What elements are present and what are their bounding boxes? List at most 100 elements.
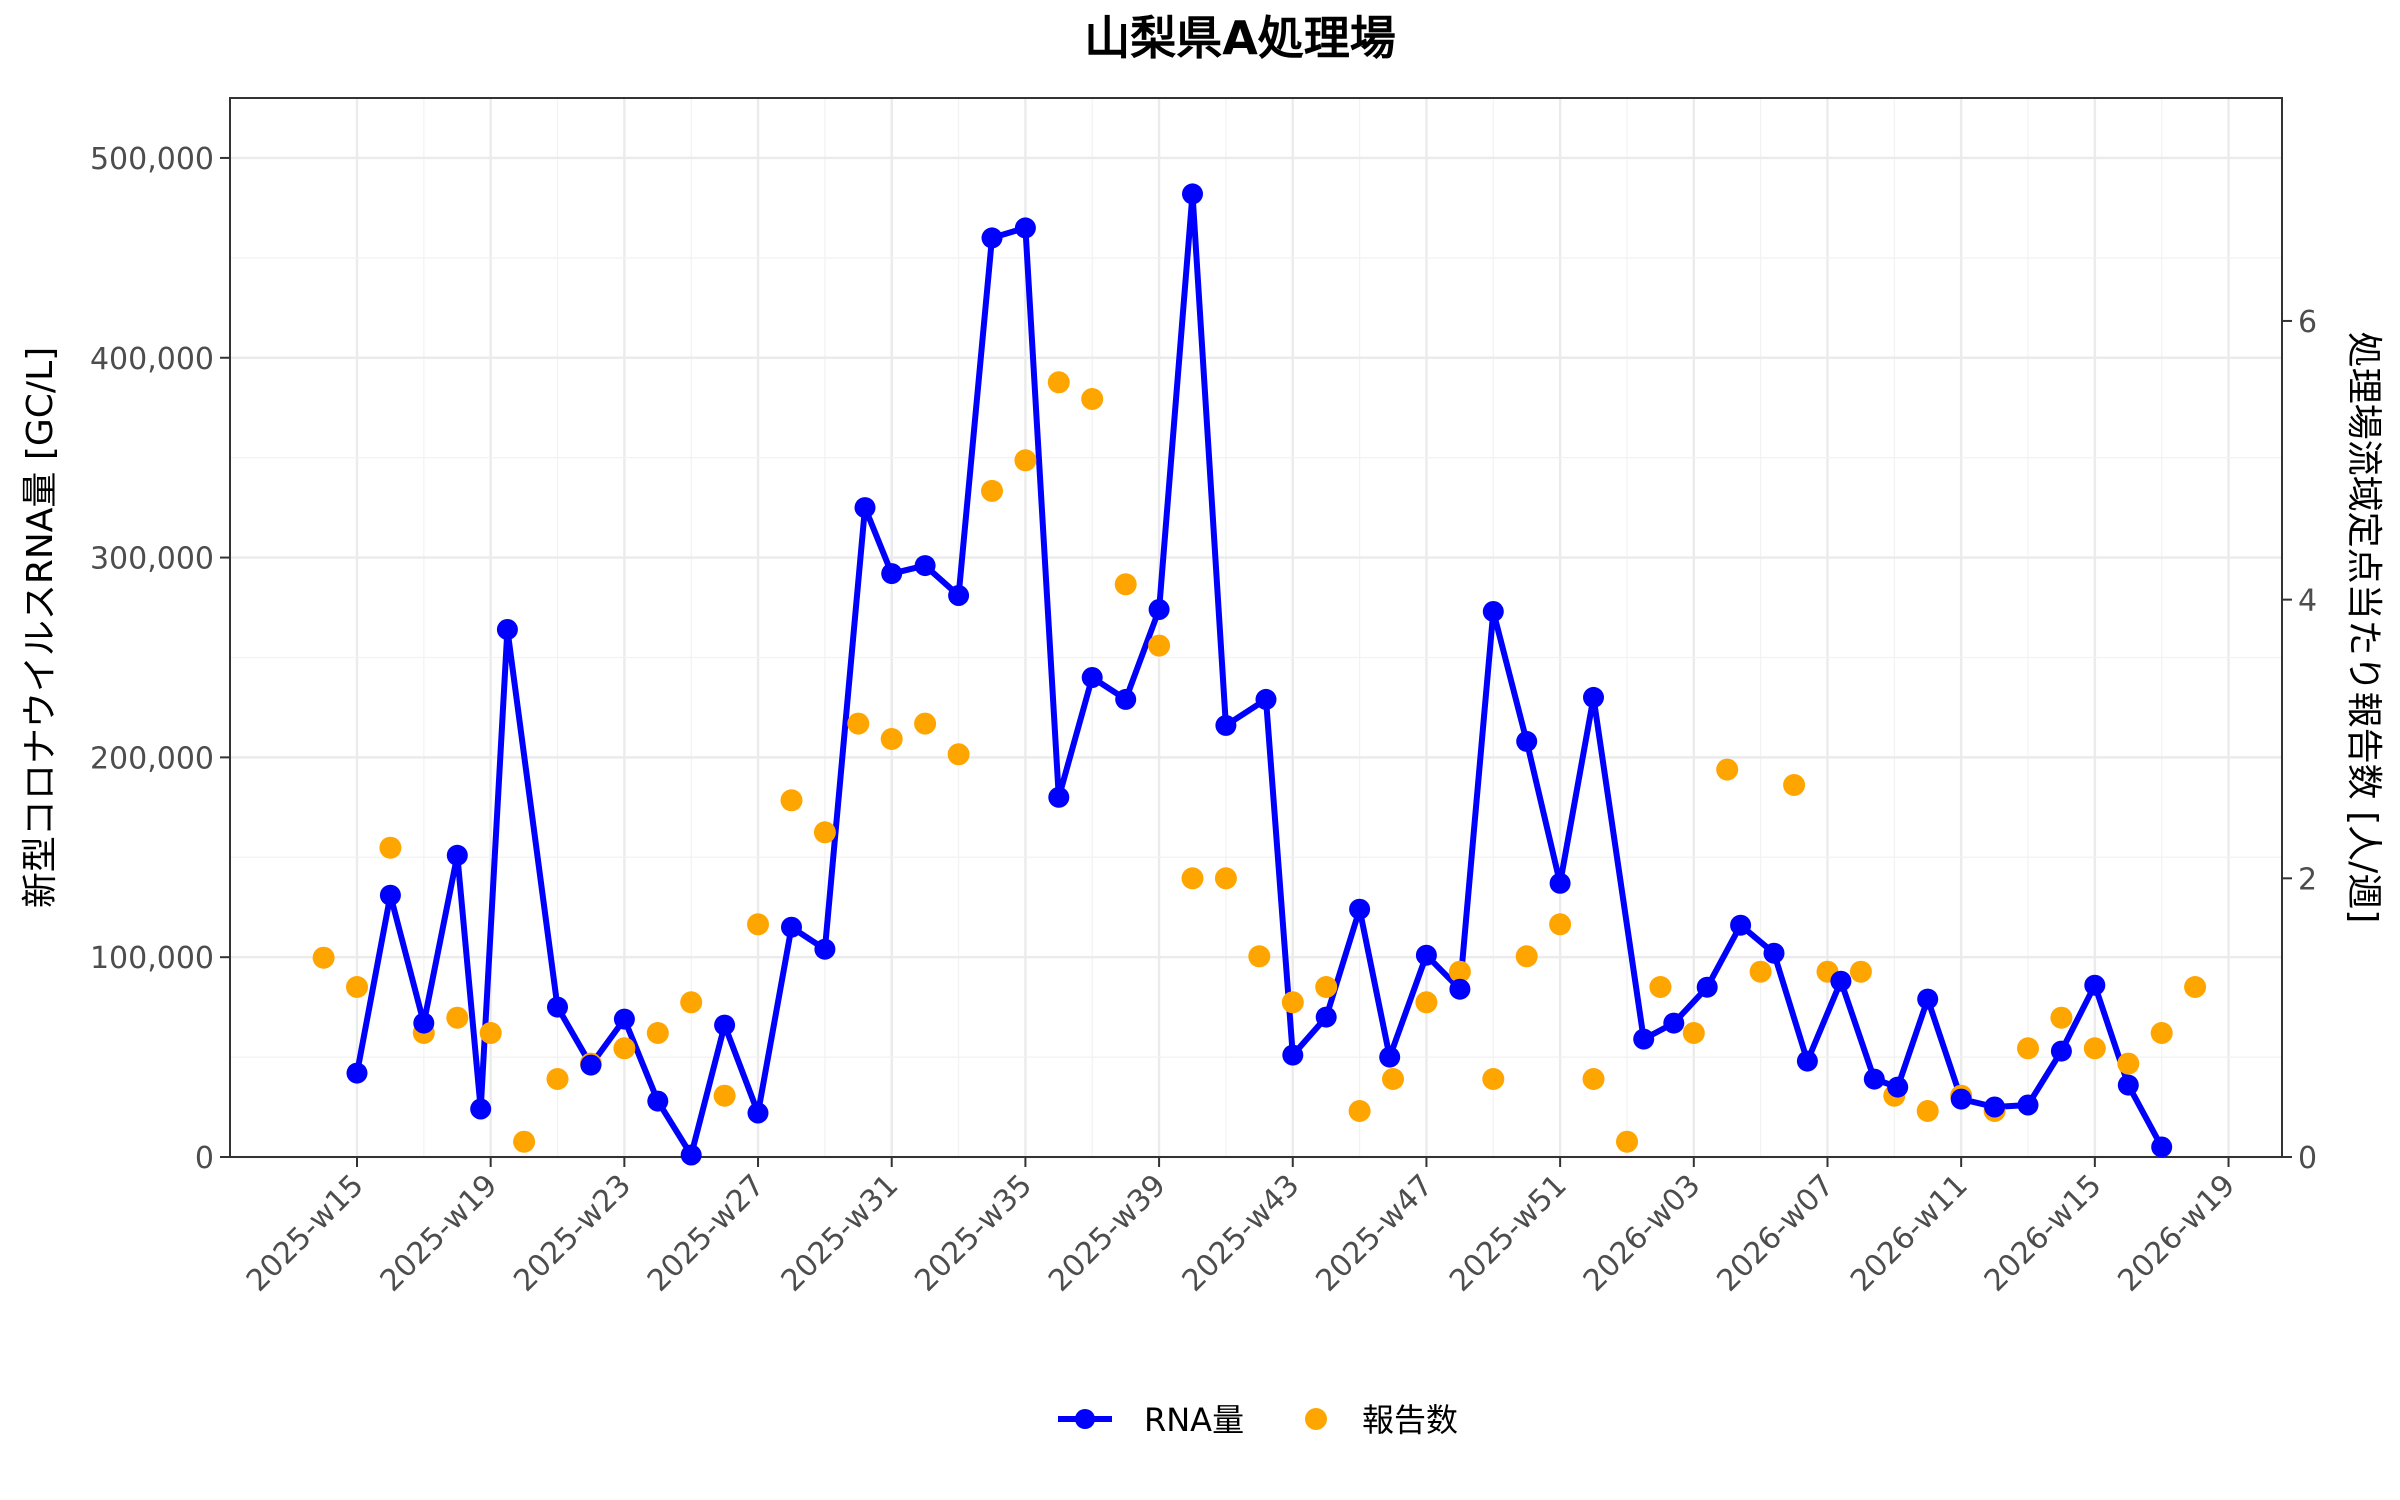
report-point <box>1582 1068 1605 1090</box>
report-point <box>981 479 1003 502</box>
report-point <box>379 836 402 859</box>
legend-rna-marker <box>1075 1409 1095 1429</box>
rna-point <box>1148 599 1170 620</box>
rna-point <box>1730 914 1752 936</box>
report-point <box>1382 1068 1404 1090</box>
y-tick-label: 200,000 <box>90 741 214 776</box>
report-point <box>1916 1100 1939 1122</box>
rna-point <box>1482 601 1504 622</box>
y2-tick-label: 4 <box>2298 584 2317 619</box>
rna-point <box>2084 974 2106 996</box>
y2-tick-label: 6 <box>2298 305 2317 340</box>
rna-point <box>747 1102 769 1124</box>
report-point <box>1515 945 1538 968</box>
x-tick-label: 2026-w03 <box>1577 1168 1708 1299</box>
rna-point <box>1379 1046 1401 1068</box>
rna-point <box>2050 1040 2072 1062</box>
rna-point <box>1863 1068 1885 1090</box>
rna-point <box>2117 1074 2139 1096</box>
report-point <box>1248 945 1271 968</box>
report-point <box>780 789 803 812</box>
report-point <box>947 743 970 766</box>
x-tick-label: 2026-w07 <box>1710 1168 1841 1299</box>
rna-point <box>446 844 468 866</box>
rna-point <box>496 619 518 640</box>
report-point <box>713 1084 736 1107</box>
rna-point <box>1984 1096 2006 1118</box>
report-point <box>1047 371 1070 394</box>
report-point <box>1849 960 1872 983</box>
rna-point <box>1115 688 1137 710</box>
y-tick-label: 0 <box>195 1141 214 1176</box>
rna-point <box>1182 183 1203 205</box>
chart-title: 山梨県A処理場 <box>1084 11 1396 65</box>
rna-point <box>1950 1088 1972 1110</box>
rna-point <box>948 585 970 606</box>
rna-point <box>1255 688 1277 710</box>
report-point <box>914 712 937 735</box>
rna-point <box>1415 944 1437 966</box>
report-point <box>1783 774 1806 796</box>
rna-point <box>470 1098 492 1120</box>
report-point <box>479 1022 502 1044</box>
report-point <box>2017 1037 2039 1060</box>
report-point <box>2117 1052 2140 1075</box>
rna-point <box>580 1054 602 1076</box>
rna-point <box>1549 872 1571 894</box>
rna-point <box>680 1144 702 1166</box>
gridlines <box>230 98 2282 1159</box>
report-point <box>613 1037 636 1060</box>
report-point <box>1315 976 1338 998</box>
report-point <box>312 946 335 969</box>
report-point <box>813 821 836 844</box>
rna-point <box>547 996 568 1018</box>
series <box>312 183 2207 1166</box>
report-point <box>1148 634 1171 657</box>
report-point <box>1616 1130 1638 1153</box>
report-point <box>747 913 769 936</box>
rna-point <box>413 1012 435 1034</box>
report-point <box>1415 991 1438 1014</box>
rna-point <box>981 227 1003 249</box>
rna-point <box>814 938 836 960</box>
rna-point <box>1014 217 1036 239</box>
rna-point <box>613 1008 635 1030</box>
y-tick-label: 500,000 <box>90 142 214 177</box>
x-tick-label: 2025-w27 <box>641 1168 772 1299</box>
x-tick-label: 2025-w35 <box>908 1168 1039 1299</box>
report-point <box>1649 976 1672 998</box>
rna-point <box>1796 1050 1818 1072</box>
x-tick-label: 2026-w19 <box>2111 1168 2242 1299</box>
report-point <box>1482 1068 1505 1090</box>
rna-point <box>2151 1136 2173 1158</box>
rna-point <box>1583 686 1604 708</box>
rna-point <box>379 884 401 906</box>
x-tick-label: 2025-w23 <box>507 1168 638 1299</box>
report-point <box>2184 976 2207 998</box>
y2-tick-label: 2 <box>2298 862 2317 897</box>
rna-point <box>1830 970 1852 992</box>
report-point <box>880 728 903 750</box>
report-point <box>2050 1006 2073 1029</box>
rna-point <box>1315 1006 1337 1028</box>
rna-point <box>1696 976 1718 998</box>
rna-point <box>1048 786 1070 808</box>
report-point <box>446 1006 469 1029</box>
x-tick-label: 2025-w39 <box>1042 1168 1173 1299</box>
x-tick-label: 2026-w15 <box>1978 1168 2109 1299</box>
x-tick-label: 2025-w31 <box>775 1168 906 1299</box>
rna-point <box>881 563 903 585</box>
report-point <box>1749 960 1772 983</box>
rna-point <box>1633 1028 1655 1050</box>
x-tick-label: 2025-w51 <box>1443 1168 1574 1299</box>
rna-point <box>854 497 876 519</box>
report-point <box>1281 991 1304 1014</box>
report-point <box>646 1022 669 1044</box>
rna-point <box>1663 1012 1685 1034</box>
report-point <box>1014 449 1037 472</box>
rna-point <box>714 1014 736 1036</box>
rna-point <box>346 1062 368 1084</box>
y-axis-title: 新型コロナウイルスRNA量 [GC/L] <box>20 347 61 908</box>
y2-tick-label: 0 <box>2298 1141 2317 1176</box>
